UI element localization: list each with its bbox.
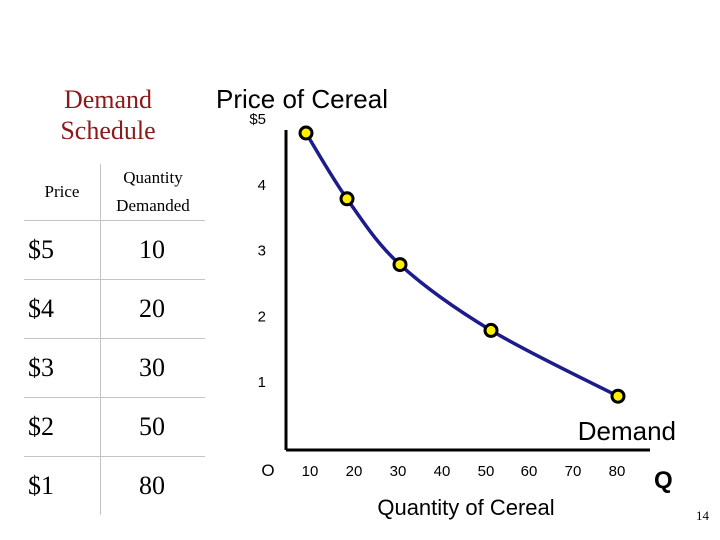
demand-schedule-title: Demand Schedule [48,84,168,146]
price-column-header: Price [24,164,101,221]
y-tick-label: 3 [258,243,266,260]
y-tick-label: 2 [258,308,266,325]
demand-schedule-table: Price Quantity Demanded $5 10 $4 20 $3 3… [24,164,205,515]
x-tick-label: 40 [434,463,451,480]
origin-label: O [261,461,274,480]
quantity-demanded-column-header: Quantity Demanded [100,164,205,221]
x-tick-label: 60 [521,463,538,480]
y-tick-label: 4 [258,177,266,194]
table-row: $3 30 [24,338,205,398]
quantity-header-line1: Quantity [123,168,183,187]
y-tick-labels: 1 2 3 4 $5 [249,111,266,391]
demand-point [392,257,408,273]
price-cell: $5 [24,220,101,280]
x-tick-label: 30 [390,463,407,480]
x-axis-label: Quantity of Cereal [377,495,554,520]
x-tick-label: 20 [346,463,363,480]
y-tick-label: 1 [258,374,266,391]
demand-point [339,191,355,207]
quantity-cell: 20 [100,279,205,339]
price-cell: $3 [24,338,101,398]
table-row: $1 80 [24,456,205,515]
table-row: $5 10 [24,220,205,280]
y-tick-label: $5 [249,111,266,128]
chart-title: Price of Cereal [216,84,388,114]
quantity-cell: 50 [100,397,205,457]
demand-point [610,388,626,404]
demand-schedule-title-line2: Schedule [60,116,156,145]
table-row: $2 50 [24,397,205,457]
demand-point [298,125,314,141]
demand-schedule-title-line1: Demand [63,85,153,114]
x-tick-label: 80 [609,463,626,480]
quantity-header-line2: Demanded [116,196,190,215]
table-header-row: Price Quantity Demanded [24,164,205,221]
demand-series-label: Demand [578,416,676,446]
x-tick-label: 50 [478,463,495,480]
demand-point-markers [298,125,626,404]
price-cell: $4 [24,279,101,339]
x-axis-letter: Q [654,467,673,494]
x-tick-label: 70 [565,463,582,480]
price-cell: $1 [24,456,101,515]
demand-curve [304,132,619,398]
x-tick-label: 10 [302,463,319,480]
quantity-cell: 30 [100,338,205,398]
page-number: 14 [696,508,709,523]
quantity-cell: 10 [100,220,205,280]
quantity-cell: 80 [139,471,165,500]
price-cell: $2 [24,397,101,457]
x-tick-labels: 10 20 30 40 50 60 70 80 [302,463,626,480]
table-row: $4 20 [24,279,205,339]
demand-point [483,322,499,338]
